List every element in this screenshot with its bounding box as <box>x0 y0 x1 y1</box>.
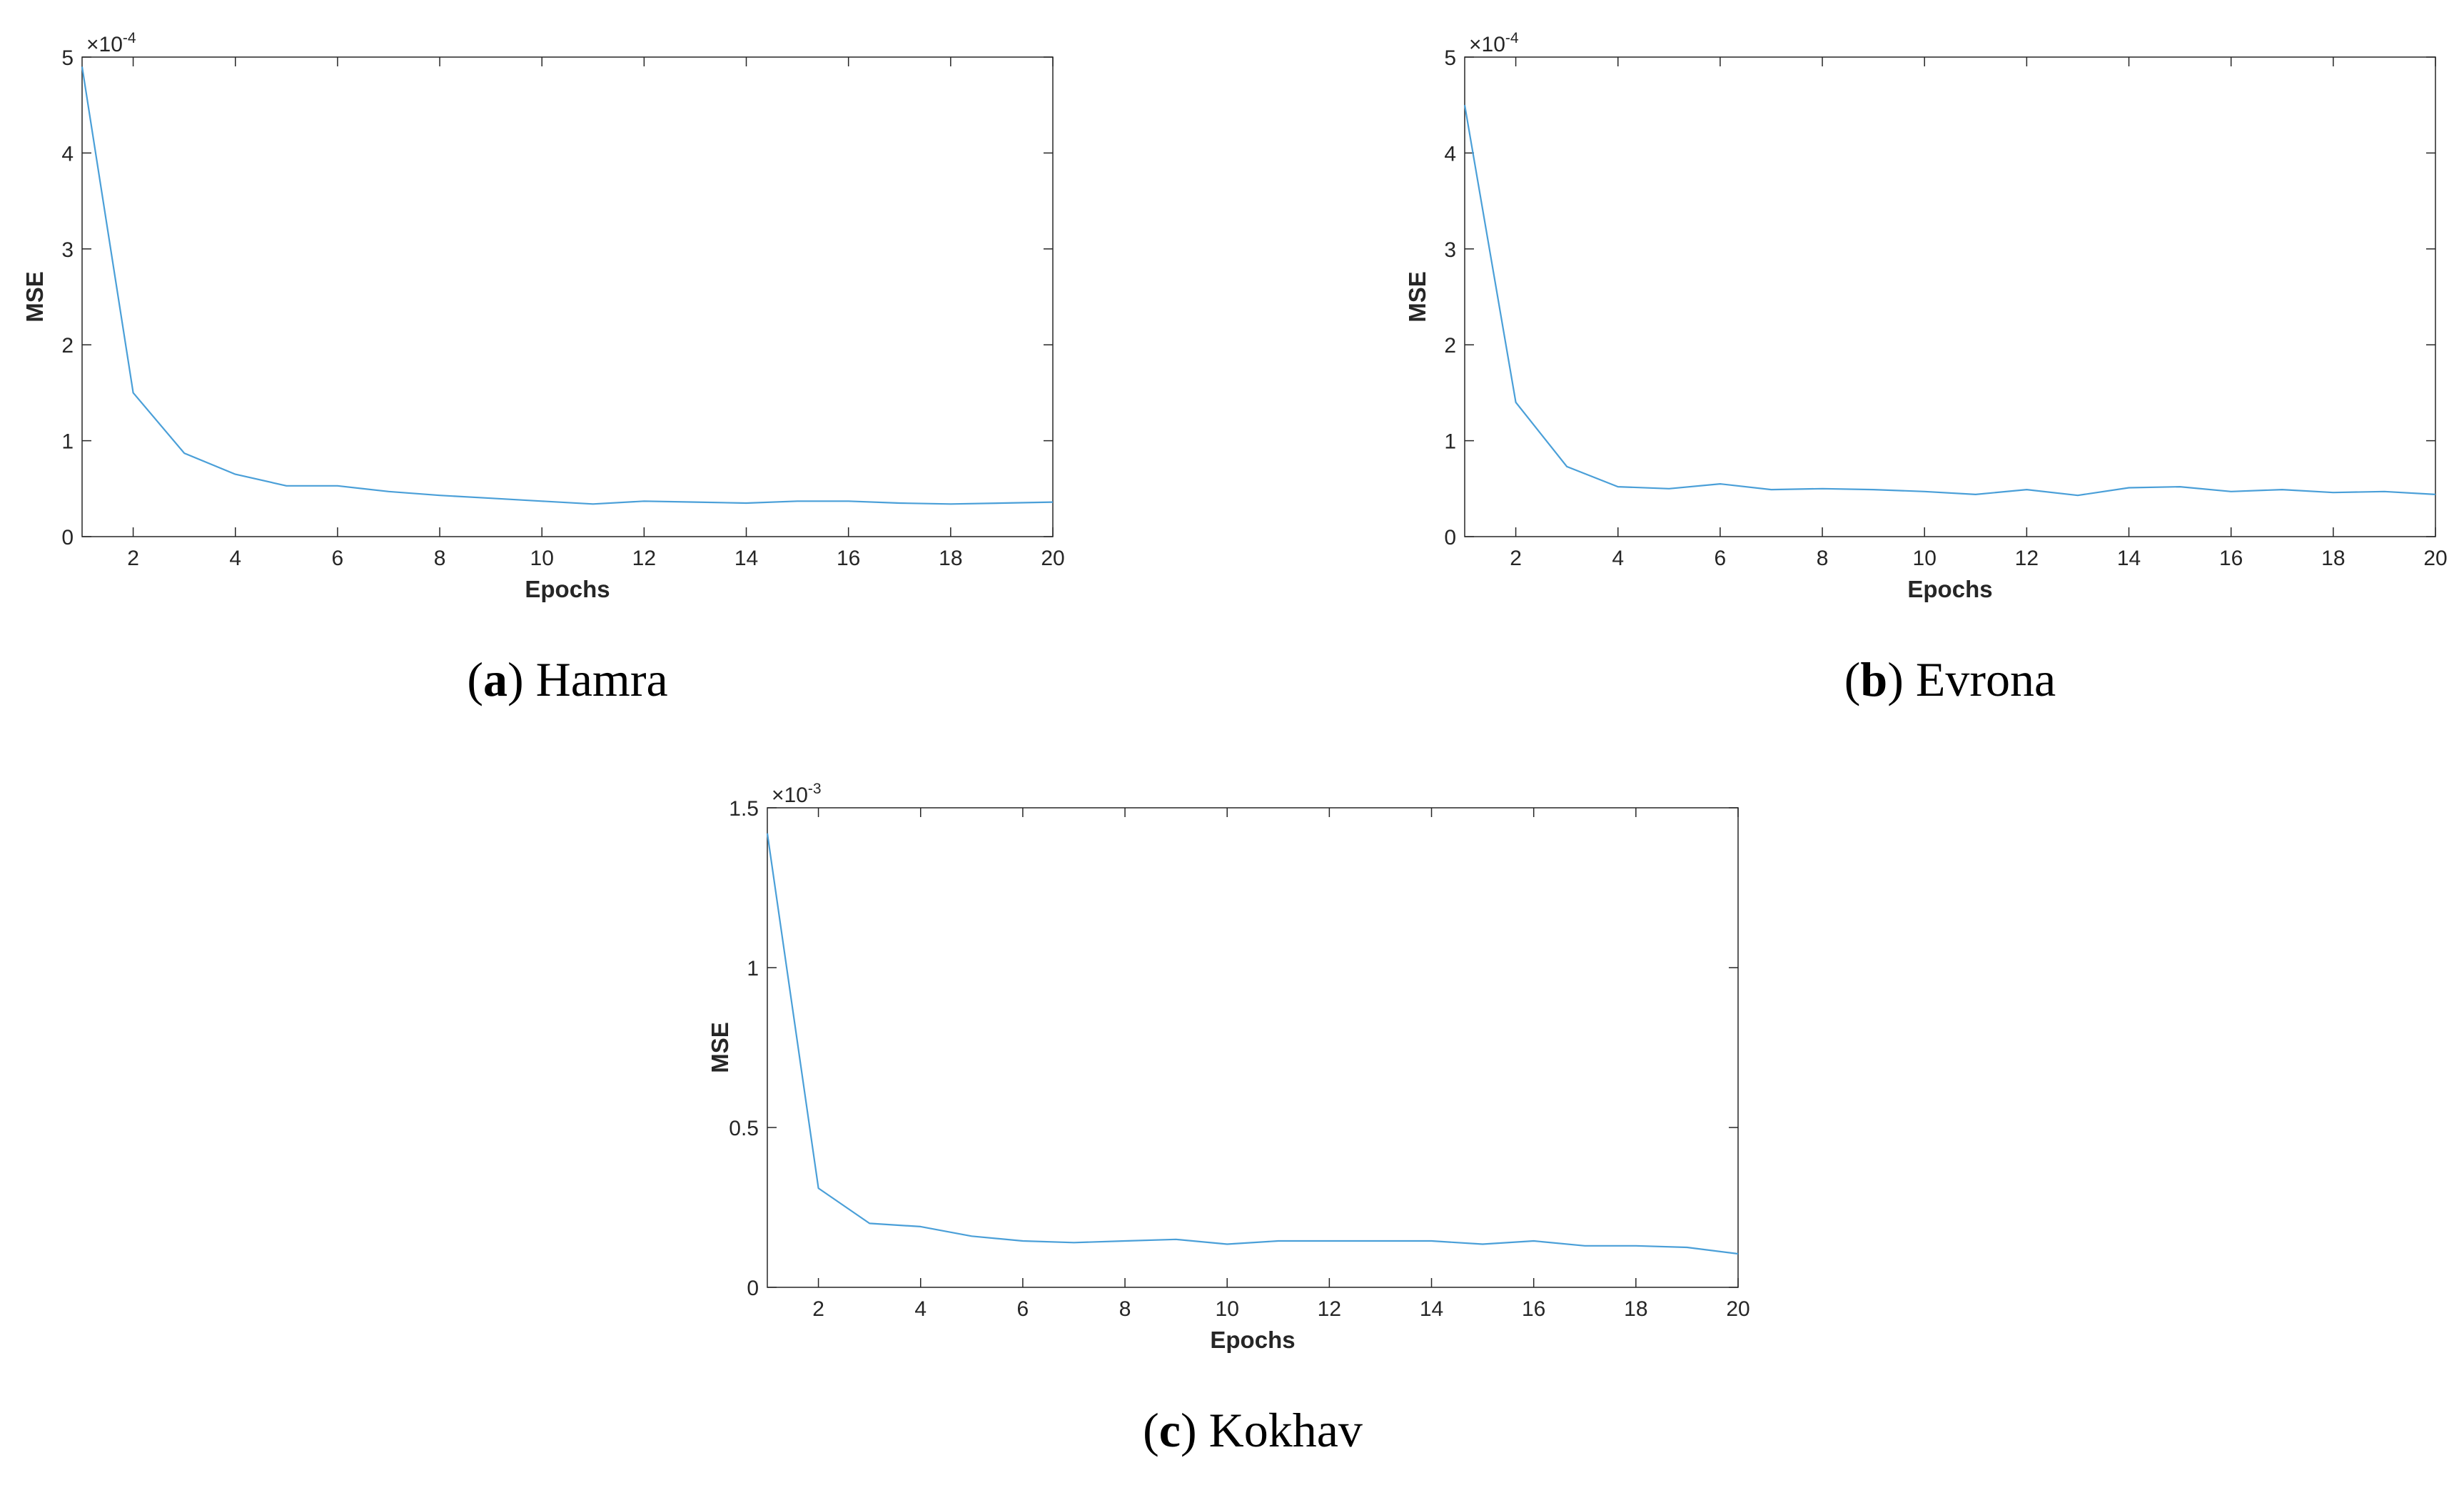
x-axis-label: Epochs <box>1210 1327 1295 1353</box>
x-tick-label: 2 <box>812 1297 824 1321</box>
chart-panel-3: 2 4 6 8 10 12 14 16 18 20 0 0.5 1 1.5 ×10-3 Epochs MSE (c… <box>707 781 1750 1457</box>
y-tick-label: 3 <box>1444 238 1456 262</box>
y-tick-label: 2 <box>61 334 74 358</box>
panel-caption: (a) Hamra <box>467 652 667 706</box>
y-tick-label: 2 <box>1444 334 1456 358</box>
panel-caption: (b) Evrona <box>1844 652 2056 706</box>
panel-caption: (c) Kokhav <box>1143 1403 1363 1457</box>
y-tick-label: 0 <box>747 1277 759 1300</box>
y-tick-label: 1 <box>747 957 759 980</box>
x-tick-label: 2 <box>127 547 139 570</box>
y-tick-label: 3 <box>61 238 74 262</box>
x-tick-label: 16 <box>2219 547 2243 570</box>
plot-frame <box>81 56 1054 537</box>
x-tick-label: 8 <box>434 547 446 570</box>
x-tick-label: 14 <box>1420 1297 1443 1321</box>
y-scale-exponent: ×10-4 <box>86 30 136 56</box>
y-scale-base: ×10 <box>772 784 808 807</box>
x-tick-label: 14 <box>2117 547 2141 570</box>
x-tick-label: 4 <box>914 1297 926 1321</box>
y-scale-exponent: ×10-3 <box>772 781 822 807</box>
chart-panel-1: 2 4 6 8 10 12 14 16 18 20012345×10-4EpochsMSE(a) … <box>21 30 1065 706</box>
x-tick-label: 10 <box>1216 1297 1239 1321</box>
x-tick-label: 12 <box>632 547 656 570</box>
caption-letter: a <box>483 652 508 706</box>
x-tick-label: 18 <box>939 547 962 570</box>
caption-letter: b <box>1860 652 1887 706</box>
x-tick-label: 12 <box>2015 547 2039 570</box>
y-scale-base: ×10 <box>1469 33 1505 56</box>
x-tick-label: 8 <box>1817 547 1829 570</box>
y-tick-label: 4 <box>1444 142 1456 166</box>
x-tick-label: 20 <box>1041 547 1064 570</box>
caption-close: ) <box>1887 652 1904 706</box>
x-tick-label: 6 <box>1715 547 1727 570</box>
x-tick-label: 12 <box>1318 1297 1341 1321</box>
x-tick-label: 16 <box>837 547 860 570</box>
y-scale-base: ×10 <box>86 33 123 56</box>
x-tick-label: 18 <box>2321 547 2345 570</box>
y-scale-power: -3 <box>808 781 822 797</box>
y-axis-label: MSE <box>21 271 48 323</box>
plot-frame <box>767 807 1739 1288</box>
chart-panel-2: 2 4 6 8 10 12 14 16 18 20012345×10-4EpochsMSE(b) … <box>1404 30 2448 706</box>
x-tick-label: 20 <box>2423 547 2447 570</box>
y-tick-label: 4 <box>61 142 74 166</box>
x-tick-label: 6 <box>332 547 344 570</box>
y-tick-label: 5 <box>61 46 74 70</box>
y-tick-label: 5 <box>1444 46 1456 70</box>
caption-title: Evrona <box>1904 652 2056 706</box>
y-tick-label: 0 <box>61 526 74 549</box>
x-axis-label: Epochs <box>1907 576 1992 602</box>
x-tick-label: 4 <box>1612 547 1624 570</box>
y-scale-power: -4 <box>1505 30 1519 46</box>
caption-close: ) <box>1181 1403 1197 1457</box>
x-tick-label: 20 <box>1726 1297 1749 1321</box>
y-axis-label: MSE <box>707 1022 733 1073</box>
x-tick-label: 4 <box>229 547 241 570</box>
caption-letter: c <box>1159 1403 1181 1457</box>
y-scale-power: -4 <box>123 30 136 46</box>
y-tick-label: 1 <box>61 430 74 454</box>
caption-open: ( <box>467 652 483 706</box>
series-line-1 <box>766 833 1739 1255</box>
y-tick-label: 0.5 <box>729 1117 759 1140</box>
series-line-1 <box>81 66 1054 505</box>
caption-title: Hamra <box>524 652 668 706</box>
y-tick-label: 1 <box>1444 430 1456 454</box>
x-tick-label: 10 <box>530 547 554 570</box>
x-axis-label: Epochs <box>525 576 610 602</box>
y-tick-label: 1.5 <box>729 797 759 821</box>
x-tick-label: 10 <box>1913 547 1937 570</box>
x-tick-label: 14 <box>734 547 758 570</box>
x-tick-label: 8 <box>1119 1297 1131 1321</box>
y-tick-label: 0 <box>1444 526 1456 549</box>
y-scale-exponent: ×10-4 <box>1469 30 1519 56</box>
x-tick-label: 18 <box>1624 1297 1647 1321</box>
caption-close: ) <box>508 652 524 706</box>
series-line-1 <box>1463 105 2436 497</box>
x-tick-label: 6 <box>1017 1297 1029 1321</box>
plot-frame <box>1464 56 2436 537</box>
x-tick-label: 16 <box>1522 1297 1545 1321</box>
y-axis-label: MSE <box>1404 271 1430 323</box>
caption-title: Kokhav <box>1197 1403 1363 1457</box>
x-tick-label: 2 <box>1510 547 1522 570</box>
caption-open: ( <box>1143 1403 1159 1457</box>
caption-open: ( <box>1844 652 1861 706</box>
